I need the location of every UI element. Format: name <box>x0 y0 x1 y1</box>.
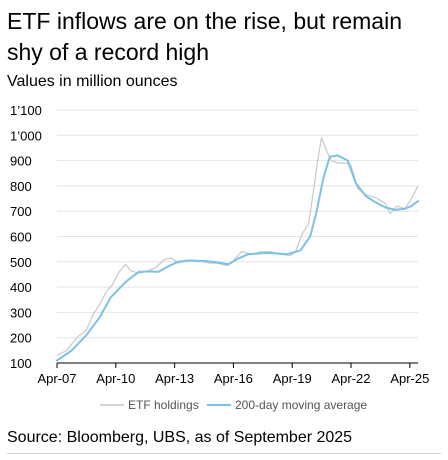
x-tick-label: Apr-19 <box>273 371 312 386</box>
x-tick-label: Apr-07 <box>37 371 76 386</box>
y-tick-label: 800 <box>10 179 32 194</box>
x-tick-label: Apr-22 <box>332 371 371 386</box>
legend-label: ETF holdings <box>128 398 199 412</box>
series-line-etf-holdings <box>56 137 419 356</box>
y-axis: 100 200 300 400 500 600 700 800 900 1’000 1’100 <box>10 103 42 371</box>
etf-holdings-chart: Apr-07 Apr-10 Apr-13 Apr-16 Apr-19 Apr-22 Apr-… <box>10 103 429 412</box>
chart-title: ETF inflows are on the rise, but remain … <box>7 8 402 65</box>
y-tick-label: 1’000 <box>10 128 42 143</box>
legend-label: 200-day moving average <box>235 398 367 412</box>
legend: ETF holdings 200-day moving average <box>100 398 367 412</box>
y-tick-label: 300 <box>10 305 32 320</box>
plot-area <box>56 137 419 362</box>
bottom-divider <box>7 453 441 454</box>
y-tick-label: 1’100 <box>10 103 42 118</box>
source-note: Source: Bloomberg, UBS, as of September … <box>7 429 353 446</box>
x-tick-label: Apr-13 <box>155 371 194 386</box>
x-axis: Apr-07 Apr-10 Apr-13 Apr-16 Apr-19 Apr-22 Apr-… <box>37 362 429 386</box>
x-tick-label: Apr-10 <box>96 371 135 386</box>
y-tick-label: 200 <box>10 331 32 346</box>
chart-subtitle: Values in million ounces <box>7 73 178 90</box>
series-line-200-day-moving-average <box>56 154 419 362</box>
y-tick-label: 500 <box>10 255 32 270</box>
y-tick-label: 700 <box>10 204 32 219</box>
y-tick-label: 600 <box>10 230 32 245</box>
y-tick-label: 100 <box>10 356 32 371</box>
x-tick-label: Apr-16 <box>214 371 253 386</box>
y-tick-label: 400 <box>10 280 32 295</box>
y-tick-label: 900 <box>10 154 32 169</box>
x-tick-label: Apr-25 <box>390 371 429 386</box>
gridlines <box>57 109 418 339</box>
